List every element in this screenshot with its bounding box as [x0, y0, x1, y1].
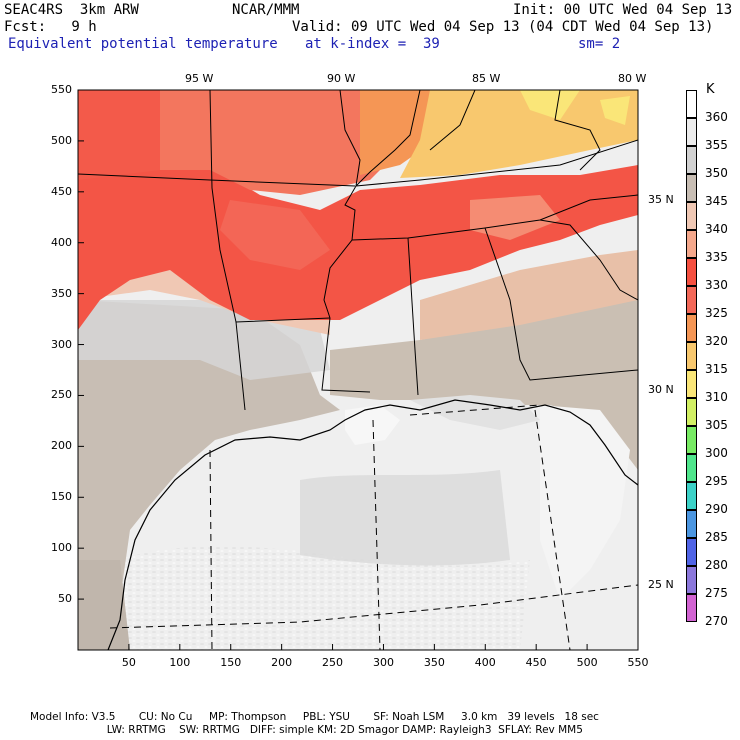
lat-lon-grid — [109, 404, 638, 650]
lon-label-95w: 95 W — [185, 72, 214, 85]
legend-swatch — [686, 314, 697, 342]
legend-swatch — [686, 566, 697, 594]
legend-label: 350 — [705, 166, 728, 180]
peach-band-east — [420, 250, 638, 340]
legend-swatch — [686, 202, 697, 230]
x-tick-label: 450 — [525, 656, 547, 669]
legend-label: 305 — [705, 418, 728, 432]
legend-swatch — [686, 258, 697, 286]
legend-label: 315 — [705, 362, 728, 376]
x-tick-label: 50 — [121, 656, 136, 669]
smoothing: sm= 2 — [578, 36, 621, 52]
x-tick-label: 100 — [169, 656, 191, 669]
forecast-hour: Fcst: 9 h — [4, 19, 97, 35]
legend-swatch — [686, 118, 697, 146]
x-axis-ticks — [128, 644, 639, 650]
y-tick-label: 150 — [51, 490, 72, 504]
model-title: SEAC4RS 3km ARW — [4, 2, 139, 18]
orange-north — [160, 90, 420, 195]
legend-swatch — [686, 482, 697, 510]
legend-label: 355 — [705, 138, 728, 152]
x-tick-label: 200 — [271, 656, 293, 669]
legend-swatch — [686, 454, 697, 482]
legend-label: 325 — [705, 306, 728, 320]
coastline — [107, 399, 638, 650]
x-tick-label: 350 — [423, 656, 445, 669]
legend-swatch — [686, 286, 697, 314]
legend-label: 330 — [705, 278, 728, 292]
legend-swatch — [686, 174, 697, 202]
y-tick-label: 300 — [51, 337, 72, 351]
y-tick-label: 350 — [51, 286, 72, 300]
y-axis-ticks — [78, 89, 84, 600]
lon-label-80w: 80 W — [618, 72, 647, 85]
southeast-land — [330, 290, 638, 470]
lon-label-85w: 85 W — [472, 72, 501, 85]
legend-label: 275 — [705, 586, 728, 600]
x-tick-label: 300 — [372, 656, 394, 669]
legend-label: 270 — [705, 614, 728, 628]
legend-swatch — [686, 594, 697, 622]
ocean-texture — [110, 546, 530, 650]
lat-label-30n: 30 N — [648, 383, 674, 396]
legend-label: 300 — [705, 446, 728, 460]
legend-unit: K — [706, 82, 715, 97]
state-boundaries — [78, 90, 638, 411]
legend-swatch — [686, 342, 697, 370]
legend-label: 340 — [705, 222, 728, 236]
legend-label: 360 — [705, 110, 728, 124]
legend-label: 310 — [705, 390, 728, 404]
model-info-line2: LW: RRTMG SW: RRTMG DIFF: simple KM: 2D … — [30, 724, 583, 736]
legend-swatch — [686, 426, 697, 454]
gulf-grey-band — [300, 470, 510, 566]
organization: NCAR/MMM — [232, 2, 300, 18]
legend-swatch — [686, 370, 697, 398]
lat-label-35n: 35 N — [648, 193, 674, 206]
legend-label: 295 — [705, 474, 728, 488]
legend-label: 320 — [705, 334, 728, 348]
legend-label: 335 — [705, 250, 728, 264]
y-tick-label: 100 — [51, 541, 72, 555]
lat-label-25n: 25 N — [648, 578, 674, 591]
legend-swatch — [686, 510, 697, 538]
legend-swatch — [686, 146, 697, 174]
legend-swatch — [686, 398, 697, 426]
legend-label: 280 — [705, 558, 728, 572]
legend-label: 345 — [705, 194, 728, 208]
texas-land — [78, 300, 340, 650]
legend-swatch — [686, 538, 697, 566]
legend-swatch — [686, 230, 697, 258]
level-index: at k-index = 39 — [305, 36, 440, 52]
model-info-line1: Model Info: V3.5 CU: No Cu MP: Thompson … — [30, 711, 599, 723]
legend-label: 290 — [705, 502, 728, 516]
y-tick-label: 250 — [51, 388, 72, 402]
x-tick-label: 250 — [322, 656, 344, 669]
valid-time: Valid: 09 UTC Wed 04 Sep 13 (04 CDT Wed … — [292, 19, 714, 35]
x-tick-label: 150 — [220, 656, 242, 669]
x-tick-label: 550 — [627, 656, 649, 669]
legend-swatch — [686, 90, 697, 118]
y-tick-label: 550 — [51, 83, 72, 96]
map-frame — [77, 89, 639, 651]
init-time: Init: 00 UTC Wed 04 Sep 13 — [513, 2, 733, 18]
yellow-northeast — [400, 90, 638, 178]
legend-label: 285 — [705, 530, 728, 544]
x-tick-label: 500 — [576, 656, 598, 669]
lon-label-90w: 90 W — [327, 72, 356, 85]
florida-gulf — [540, 405, 630, 600]
y-tick-label: 450 — [51, 184, 72, 198]
y-tick-label: 200 — [51, 439, 72, 453]
x-tick-label: 400 — [474, 656, 496, 669]
y-tick-label: 400 — [51, 235, 72, 249]
field-name: Equivalent potential temperature — [8, 36, 278, 52]
y-tick-label: 50 — [58, 592, 72, 606]
y-tick-label: 500 — [51, 133, 72, 147]
